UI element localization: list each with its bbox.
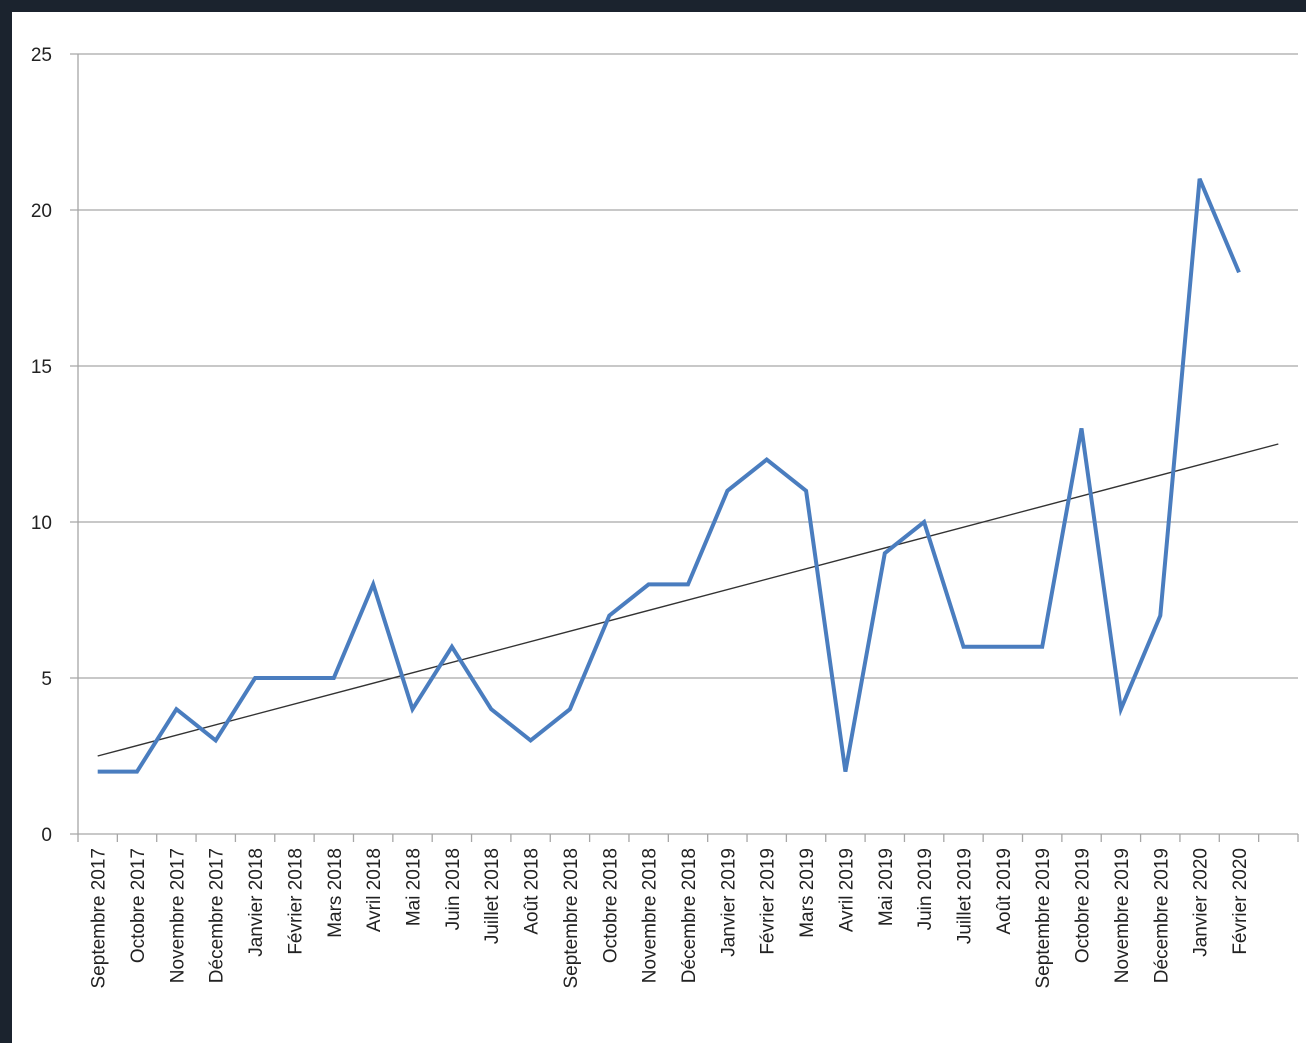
x-tick-label: Novembre 2017: [167, 848, 188, 983]
y-tick-label: 20: [31, 201, 52, 222]
x-tick-label: Janvier 2018: [246, 848, 267, 957]
x-tick-label: Mai 2019: [876, 848, 897, 926]
x-tick-label: Décembre 2018: [679, 848, 700, 983]
trendline-group: [97, 443, 1279, 757]
line-chart: 0 5 10 15 20 25 Septembre 2017 Octobre 2017 Nov…: [31, 45, 1299, 989]
y-tick-label: 15: [31, 357, 52, 378]
x-tick-label: Juillet 2018: [482, 848, 503, 944]
x-tick-label: Mars 2018: [325, 848, 346, 938]
x-tick-label: Août 2018: [522, 848, 543, 935]
x-tick-label: Février 2019: [758, 848, 779, 955]
gridlines: [70, 53, 1298, 835]
y-tick-label: 0: [41, 825, 52, 846]
x-tick-label: Novembre 2019: [1112, 848, 1133, 983]
x-tick-label: Octobre 2017: [128, 848, 149, 963]
x-tick-label: Février 2018: [285, 848, 306, 955]
x-tick-label: Juillet 2019: [954, 848, 975, 944]
x-tick-label: Avril 2019: [836, 848, 857, 932]
x-tick-label: Janvier 2019: [718, 848, 739, 957]
y-tick-label: 5: [41, 669, 52, 690]
x-tick-label: Octobre 2018: [600, 848, 621, 963]
x-axis: Septembre 2017 Octobre 2017 Novembre 2017 D…: [77, 834, 1299, 989]
x-tick-label: Août 2019: [994, 848, 1015, 935]
x-tick-label: Avril 2018: [364, 848, 385, 932]
trendline: [97, 443, 1279, 757]
y-axis: 0 5 10 15 20 25: [31, 45, 79, 846]
x-tick-label: Mars 2019: [797, 848, 818, 938]
x-tick-label: Mai 2018: [404, 848, 425, 926]
x-tick-label: Décembre 2019: [1151, 848, 1172, 983]
x-tick-label: Juin 2018: [443, 848, 464, 930]
y-tick-label: 25: [31, 45, 52, 66]
x-tick-label: Juin 2019: [915, 848, 936, 930]
x-tick-label: Novembre 2018: [640, 848, 661, 983]
x-tick-label: Octobre 2019: [1073, 848, 1094, 963]
series-group: [97, 178, 1241, 774]
x-tick-label: Décembre 2017: [207, 848, 228, 983]
x-tick-label: Février 2020: [1230, 848, 1251, 955]
series-line-0: [97, 178, 1241, 774]
chart-frame: 0 5 10 15 20 25 Septembre 2017 Octobre 2017 Nov…: [12, 12, 1306, 1043]
x-tick-label: Septembre 2019: [1033, 848, 1054, 989]
x-tick-label: Janvier 2020: [1191, 848, 1212, 957]
x-tick-label: Septembre 2018: [561, 848, 582, 989]
y-tick-label: 10: [31, 513, 52, 534]
x-tick-label: Septembre 2017: [89, 848, 110, 989]
